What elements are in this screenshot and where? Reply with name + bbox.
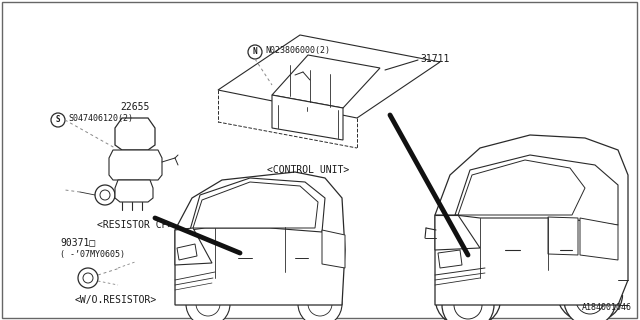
- Polygon shape: [115, 118, 155, 150]
- Circle shape: [238, 248, 248, 258]
- Polygon shape: [193, 182, 318, 228]
- Circle shape: [564, 274, 616, 320]
- Text: A184001046: A184001046: [582, 303, 632, 312]
- Circle shape: [78, 268, 98, 288]
- Polygon shape: [458, 160, 585, 215]
- Polygon shape: [272, 95, 343, 140]
- Circle shape: [95, 185, 115, 205]
- Circle shape: [51, 113, 65, 127]
- Text: <RESISTOR CP>: <RESISTOR CP>: [97, 220, 173, 230]
- Polygon shape: [435, 135, 628, 305]
- Text: N023806000(2): N023806000(2): [265, 45, 330, 54]
- Circle shape: [442, 279, 494, 320]
- Text: S: S: [56, 116, 60, 124]
- FancyBboxPatch shape: [2, 2, 637, 318]
- Polygon shape: [580, 218, 618, 260]
- Polygon shape: [322, 230, 345, 268]
- Circle shape: [298, 282, 342, 320]
- Text: 31711: 31711: [420, 54, 449, 64]
- Polygon shape: [190, 178, 325, 232]
- Circle shape: [248, 45, 262, 59]
- Polygon shape: [435, 215, 480, 250]
- Text: <CONTROL UNIT>: <CONTROL UNIT>: [267, 165, 349, 175]
- Polygon shape: [175, 172, 345, 305]
- Polygon shape: [438, 250, 462, 268]
- Text: ( -’07MY0605): ( -’07MY0605): [60, 250, 125, 259]
- Polygon shape: [548, 217, 578, 255]
- Text: S047406120(2): S047406120(2): [68, 114, 133, 123]
- Polygon shape: [115, 180, 153, 202]
- Text: <W/O.RESISTOR>: <W/O.RESISTOR>: [75, 295, 157, 305]
- Text: 22655: 22655: [120, 102, 150, 112]
- Polygon shape: [177, 244, 197, 260]
- Text: N: N: [253, 47, 257, 57]
- Circle shape: [186, 282, 230, 320]
- Polygon shape: [175, 228, 212, 265]
- Polygon shape: [218, 35, 440, 118]
- Polygon shape: [109, 150, 162, 180]
- Polygon shape: [272, 55, 380, 108]
- Text: 90371□: 90371□: [60, 237, 95, 247]
- Polygon shape: [455, 155, 618, 225]
